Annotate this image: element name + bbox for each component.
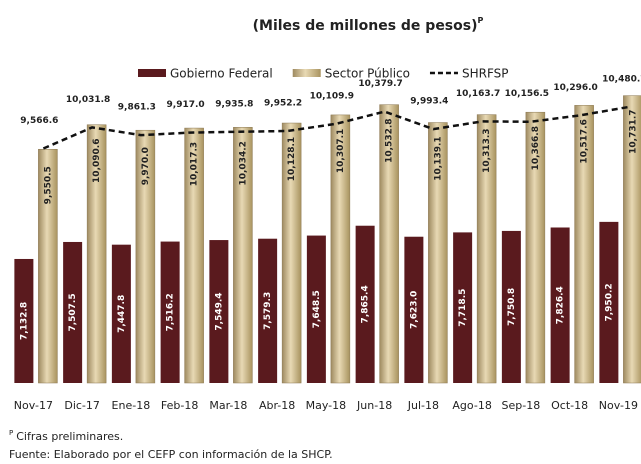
bar bbox=[258, 238, 278, 383]
bar bbox=[574, 105, 594, 384]
footnote: P Cifras preliminares. bbox=[9, 429, 123, 443]
x-tick-label: Ene-18 bbox=[112, 399, 151, 412]
bar bbox=[38, 148, 58, 384]
value-label: 7,718.5 bbox=[458, 289, 468, 327]
value-label: 7,648.5 bbox=[312, 290, 322, 328]
value-label: 10,517.6 bbox=[580, 119, 590, 163]
value-label: 10,128.1 bbox=[287, 137, 297, 181]
value-label: 10,109.9 bbox=[310, 91, 354, 101]
value-label: 9,993.4 bbox=[410, 97, 448, 107]
bar bbox=[209, 240, 229, 383]
value-label: 7,865.4 bbox=[361, 285, 371, 323]
value-label: 7,826.4 bbox=[556, 286, 566, 324]
value-label: 10,731.7 bbox=[628, 109, 638, 153]
value-label: 10,532.8 bbox=[385, 118, 395, 162]
bar bbox=[86, 124, 107, 384]
bar bbox=[525, 111, 546, 384]
x-tick-label: Feb-18 bbox=[161, 399, 198, 412]
bar bbox=[330, 114, 351, 384]
value-label: 7,623.0 bbox=[409, 291, 419, 329]
chart-title: (Miles de millones de pesos)P bbox=[253, 16, 484, 35]
value-label: 10,031.8 bbox=[66, 95, 110, 105]
legend-swatch bbox=[138, 69, 166, 77]
bar bbox=[379, 104, 399, 384]
value-label: 7,750.8 bbox=[507, 288, 517, 326]
x-tick-label: Dic-17 bbox=[64, 399, 100, 412]
bar bbox=[404, 236, 424, 383]
value-label: 9,550.5 bbox=[43, 166, 53, 204]
value-label: 9,566.6 bbox=[20, 116, 58, 126]
x-tick-label: Jun-18 bbox=[356, 399, 392, 412]
value-label: 10,139.1 bbox=[433, 136, 443, 180]
bar bbox=[111, 244, 131, 383]
bar bbox=[355, 225, 375, 383]
bar bbox=[428, 122, 448, 384]
bar bbox=[233, 127, 253, 384]
x-tick-label: May-18 bbox=[306, 399, 347, 412]
footnote-marker: P bbox=[9, 429, 13, 437]
bar bbox=[135, 129, 156, 384]
bar bbox=[550, 227, 570, 383]
value-label: 7,447.8 bbox=[117, 295, 127, 333]
x-tick-label: Oct-18 bbox=[551, 399, 588, 412]
value-label: 9,970.0 bbox=[141, 147, 151, 185]
value-label: 7,507.5 bbox=[68, 293, 78, 331]
legend-label: Gobierno Federal bbox=[170, 67, 273, 81]
value-label: 10,034.2 bbox=[238, 141, 248, 185]
value-label: 7,516.2 bbox=[166, 293, 176, 331]
legend-label: SHRFSP bbox=[462, 67, 509, 81]
value-label: 10,156.5 bbox=[505, 89, 549, 99]
legend-swatch bbox=[292, 69, 321, 77]
value-label: 7,549.4 bbox=[214, 292, 224, 330]
x-tick-label: Jul-18 bbox=[407, 399, 439, 412]
bar bbox=[14, 258, 34, 383]
source: Fuente: Elaborado por el CEFP con inform… bbox=[9, 448, 333, 461]
value-label: 9,861.3 bbox=[118, 103, 156, 113]
value-label: 10,480.7 bbox=[602, 75, 641, 85]
value-label: 10,307.1 bbox=[336, 129, 346, 173]
title-text: (Miles de millones de pesos) bbox=[253, 18, 478, 34]
bar bbox=[501, 230, 521, 383]
bar bbox=[184, 127, 204, 384]
value-label: 9,935.8 bbox=[215, 99, 253, 109]
value-label: 9,952.2 bbox=[264, 99, 302, 109]
value-label: 10,366.8 bbox=[531, 126, 541, 170]
bar bbox=[63, 241, 83, 383]
bar bbox=[160, 241, 180, 383]
legend-label: Sector Público bbox=[325, 67, 410, 81]
bar bbox=[623, 95, 641, 384]
title-superscript: P bbox=[478, 16, 484, 25]
footnote-text: Cifras preliminares. bbox=[16, 430, 123, 443]
value-label: 10,296.0 bbox=[553, 83, 597, 93]
value-label: 7,132.8 bbox=[19, 302, 29, 340]
x-tick-label: Nov-17 bbox=[14, 399, 53, 412]
line-series bbox=[42, 105, 629, 150]
bar bbox=[453, 232, 473, 383]
value-label: 10,017.3 bbox=[190, 142, 200, 186]
x-tick-label: Nov-19 bbox=[599, 399, 638, 412]
value-label: 7,950.2 bbox=[604, 283, 614, 321]
value-label: 10,163.7 bbox=[456, 89, 500, 99]
value-label: 10,379.7 bbox=[358, 79, 402, 89]
bar bbox=[306, 235, 326, 383]
bar bbox=[599, 221, 619, 383]
bar bbox=[476, 114, 497, 384]
value-label: 10,090.6 bbox=[92, 139, 102, 183]
value-label: 7,579.3 bbox=[263, 292, 273, 330]
x-tick-label: Mar-18 bbox=[209, 399, 247, 412]
value-label: 9,917.0 bbox=[167, 100, 205, 110]
x-tick-label: Abr-18 bbox=[259, 399, 295, 412]
legend: Gobierno Federal Sector Público SHRFSP bbox=[138, 67, 509, 81]
x-tick-label: Sep-18 bbox=[502, 399, 541, 412]
value-label: 10,313.3 bbox=[482, 128, 492, 172]
bar bbox=[281, 122, 302, 384]
x-tick-label: Ago-18 bbox=[452, 399, 491, 412]
